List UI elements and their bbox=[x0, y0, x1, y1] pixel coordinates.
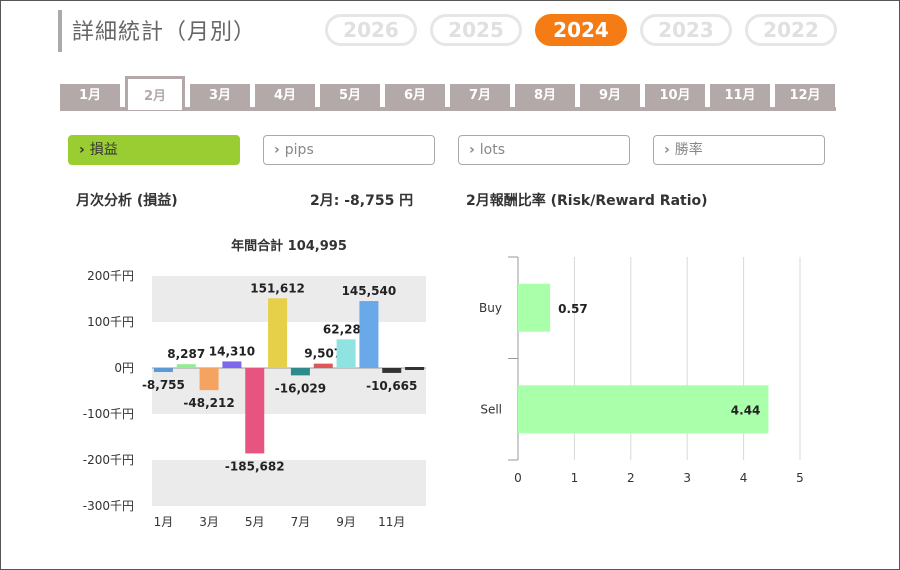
chart-title: 年間合計 104,995 bbox=[231, 238, 347, 254]
bar-9月 bbox=[336, 339, 356, 368]
data-label: 151,612 bbox=[250, 281, 305, 295]
y-tick-label: -300千円 bbox=[83, 499, 134, 513]
grid-band bbox=[152, 368, 426, 414]
data-label: -185,682 bbox=[225, 459, 285, 473]
data-label: -10,665 bbox=[366, 379, 417, 393]
x-tick-label: 9月 bbox=[336, 515, 356, 529]
y-tick-label: -200千円 bbox=[83, 453, 134, 467]
rr-bar-Sell bbox=[518, 385, 769, 434]
filter-button-2[interactable]: › lots bbox=[458, 135, 630, 165]
y-tick-label: 100千円 bbox=[87, 315, 134, 329]
page-title: 詳細統計（月別） bbox=[72, 20, 257, 45]
risk-reward-chart: 0 1 2 3 4 5 Buy 0.57 Sell 4.44 bbox=[479, 256, 804, 485]
month-tab-6[interactable]: 6月 bbox=[385, 84, 445, 108]
y-tick-label: 200千円 bbox=[87, 269, 134, 283]
bar-8月 bbox=[313, 363, 333, 368]
x-tick-label: 2 bbox=[627, 471, 635, 485]
chevron-right-icon: › bbox=[274, 142, 280, 158]
year-pill-2022[interactable]: 2022 bbox=[745, 14, 837, 46]
selected-month-value: 2月: -8,755 円 bbox=[310, 193, 414, 209]
grid-band bbox=[152, 460, 426, 506]
right-chart-heading: 2月報酬比率 (Risk/Reward Ratio) bbox=[466, 193, 708, 209]
title-accent-bar bbox=[58, 10, 62, 52]
year-pill-2023[interactable]: 2023 bbox=[640, 14, 732, 46]
bar-6月 bbox=[268, 298, 288, 368]
data-label: 8,287 bbox=[167, 347, 205, 361]
filter-label: lots bbox=[479, 142, 506, 158]
grid-band bbox=[152, 276, 426, 322]
monthly-pnl-chart: 年間合計 104,995 200千円 100千円 0円 -100千円 -200千円 -300… bbox=[83, 238, 426, 529]
month-tab-underline bbox=[60, 107, 836, 111]
data-label: 14,310 bbox=[209, 344, 255, 358]
data-label: 145,540 bbox=[342, 284, 397, 298]
bar-12月 bbox=[405, 367, 425, 370]
x-tick-label: 1 bbox=[571, 471, 579, 485]
month-tab-12[interactable]: 12月 bbox=[775, 84, 835, 108]
month-tab-4[interactable]: 4月 bbox=[255, 84, 315, 108]
bar-10月 bbox=[359, 301, 379, 368]
x-tick-label: 3月 bbox=[199, 515, 219, 529]
data-label: -8,755 bbox=[142, 378, 185, 392]
x-tick-label: 5 bbox=[796, 471, 804, 485]
year-pill-2024[interactable]: 2024 bbox=[535, 14, 627, 46]
bar-2月 bbox=[176, 364, 196, 368]
x-tick-label: 4 bbox=[740, 471, 748, 485]
y-tick-label: 0円 bbox=[114, 361, 134, 375]
bar-1月 bbox=[153, 368, 173, 373]
bar-5月 bbox=[245, 368, 265, 454]
filter-label: 勝率 bbox=[674, 142, 703, 158]
data-label: 9,507 bbox=[304, 347, 342, 361]
data-label: -48,212 bbox=[183, 396, 234, 410]
month-tab-8[interactable]: 8月 bbox=[515, 84, 575, 108]
month-tab-10[interactable]: 10月 bbox=[645, 84, 705, 108]
bar-4月 bbox=[222, 361, 242, 368]
category-label: Sell bbox=[480, 402, 502, 416]
bar-11月 bbox=[382, 368, 402, 373]
x-tick-label: 7月 bbox=[291, 515, 311, 529]
year-pill-2026[interactable]: 2026 bbox=[325, 14, 417, 46]
data-label: -16,029 bbox=[275, 381, 326, 395]
month-tab-9[interactable]: 9月 bbox=[580, 84, 640, 108]
left-chart-heading: 月次分析 (損益) bbox=[76, 193, 178, 209]
x-tick-label: 1月 bbox=[154, 515, 174, 529]
bar-3月 bbox=[199, 368, 219, 391]
month-tab-1[interactable]: 1月 bbox=[60, 84, 120, 108]
month-tab-11[interactable]: 11月 bbox=[710, 84, 770, 108]
category-label: Buy bbox=[479, 301, 502, 315]
x-tick-label: 3 bbox=[683, 471, 691, 485]
rr-bar-Buy bbox=[518, 283, 551, 332]
data-label: 0.57 bbox=[558, 302, 588, 316]
month-tab-3[interactable]: 3月 bbox=[190, 84, 250, 108]
chevron-right-icon: › bbox=[79, 142, 85, 158]
month-tab-5[interactable]: 5月 bbox=[320, 84, 380, 108]
data-label: 62,288 bbox=[323, 322, 369, 336]
filter-label: 損益 bbox=[89, 142, 118, 158]
data-label: 4.44 bbox=[731, 403, 761, 417]
bar-7月 bbox=[290, 368, 310, 376]
x-tick-label: 11月 bbox=[378, 515, 405, 529]
filter-button-1[interactable]: › pips bbox=[263, 135, 435, 165]
y-tick-label: -100千円 bbox=[83, 407, 134, 421]
chevron-right-icon: › bbox=[664, 142, 670, 158]
month-tab-7[interactable]: 7月 bbox=[450, 84, 510, 108]
year-pill-2025[interactable]: 2025 bbox=[430, 14, 522, 46]
chevron-right-icon: › bbox=[469, 142, 475, 158]
x-tick-label: 5月 bbox=[245, 515, 265, 529]
filter-button-3[interactable]: › 勝率 bbox=[653, 135, 825, 165]
filter-button-0[interactable]: › 損益 bbox=[68, 135, 240, 165]
filter-label: pips bbox=[284, 142, 314, 158]
x-tick-label: 0 bbox=[514, 471, 522, 485]
month-tab-2[interactable]: 2月 bbox=[125, 76, 185, 110]
